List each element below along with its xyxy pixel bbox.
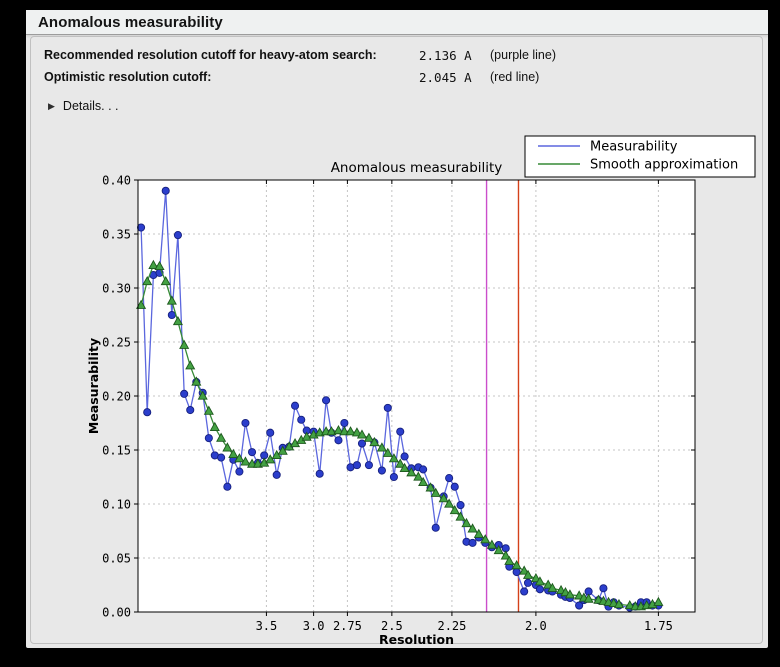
optimistic-cutoff-value: 2.045 A bbox=[419, 70, 472, 85]
recommended-cutoff-note: (purple line) bbox=[490, 48, 557, 62]
recommended-cutoff-value: 2.136 A bbox=[419, 48, 472, 63]
page-title: Anomalous measurability bbox=[38, 14, 223, 31]
optimistic-cutoff-note: (red line) bbox=[490, 70, 540, 84]
app-window: Anomalous measurability Recommended reso… bbox=[26, 10, 768, 648]
recommended-cutoff-label: Recommended resolution cutoff for heavy-… bbox=[44, 48, 377, 62]
optimistic-cutoff-row: Optimistic resolution cutoff: 2.045 A (r… bbox=[26, 70, 768, 86]
recommended-cutoff-row: Recommended resolution cutoff for heavy-… bbox=[26, 48, 768, 64]
summary-groupbox bbox=[30, 36, 763, 644]
panel-titlebar: Anomalous measurability bbox=[26, 10, 768, 35]
details-toggle[interactable]: ▶ Details. . . bbox=[48, 99, 119, 115]
disclosure-triangle-icon: ▶ bbox=[48, 101, 55, 111]
optimistic-cutoff-label: Optimistic resolution cutoff: bbox=[44, 70, 212, 84]
details-label: Details. . . bbox=[62, 99, 119, 113]
